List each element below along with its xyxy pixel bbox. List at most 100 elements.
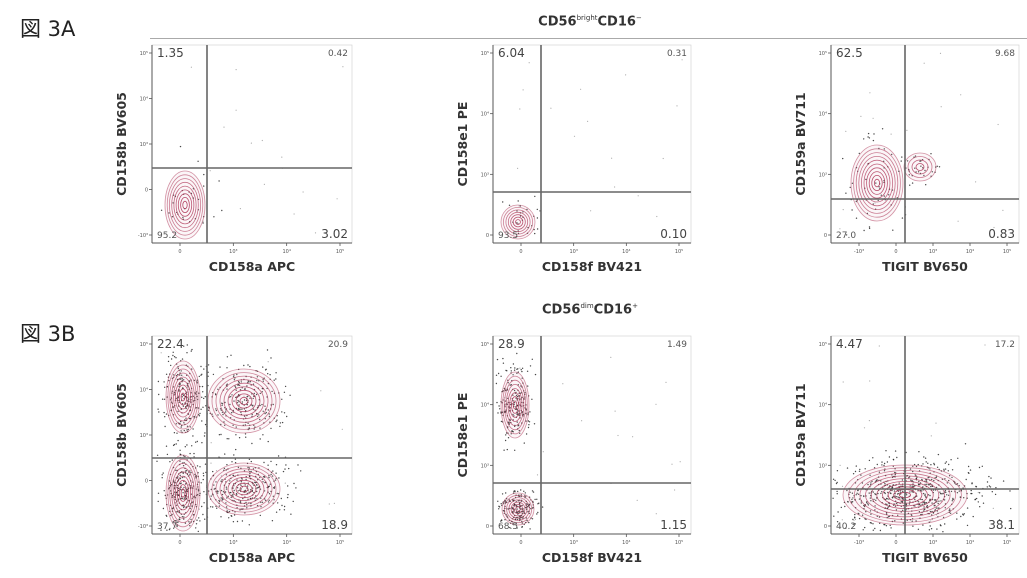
event-dot	[865, 511, 867, 513]
event-dot	[842, 157, 844, 160]
event-dot	[262, 378, 264, 380]
event-dot	[935, 507, 938, 509]
event-dot	[182, 393, 184, 396]
event-dot	[516, 210, 518, 212]
event-dot	[854, 513, 856, 516]
event-dot	[500, 503, 502, 505]
event-dot	[536, 498, 538, 500]
event-dot	[235, 389, 237, 391]
event-dot	[909, 491, 911, 493]
y-tick-label: 10⁴	[819, 112, 827, 118]
event-dot	[198, 392, 200, 394]
event-dot	[912, 491, 914, 493]
event-dot	[266, 387, 268, 390]
event-dot	[870, 522, 873, 524]
event-dot	[180, 426, 182, 428]
event-dot	[894, 505, 897, 507]
event-dot	[655, 513, 657, 515]
event-dot	[157, 380, 160, 383]
event-dot	[213, 216, 215, 218]
event-dot	[262, 380, 264, 382]
event-dot	[521, 370, 523, 373]
event-dot	[252, 383, 255, 385]
event-dot	[215, 409, 218, 412]
event-dot	[898, 482, 900, 484]
event-dot	[179, 384, 181, 386]
event-dot	[243, 470, 246, 472]
event-dot	[166, 529, 168, 531]
event-dot	[665, 381, 667, 383]
quadrant-bottom-left: 37.7	[157, 522, 177, 532]
event-dot	[182, 472, 184, 475]
y-tick-label: -10³	[138, 233, 148, 239]
event-dot	[259, 418, 261, 421]
event-dot	[979, 506, 981, 508]
event-dot	[935, 422, 937, 424]
event-dot	[981, 495, 983, 497]
event-dot	[182, 504, 184, 506]
event-dot	[905, 494, 908, 496]
event-dot	[839, 464, 841, 466]
contour-ring	[510, 501, 526, 517]
event-dot	[178, 390, 180, 392]
event-dot	[230, 496, 232, 499]
event-dot	[897, 514, 899, 516]
event-dot	[894, 450, 897, 452]
event-dot	[238, 401, 240, 403]
event-dot	[883, 195, 885, 197]
event-dot	[997, 123, 999, 126]
event-dot	[867, 136, 869, 138]
event-dot	[527, 426, 530, 429]
event-dot	[235, 386, 237, 389]
event-dot	[218, 434, 221, 436]
event-dot	[516, 372, 518, 374]
event-dot	[975, 181, 977, 183]
event-dot	[918, 451, 920, 453]
event-dot	[259, 392, 261, 395]
event-dot	[200, 408, 202, 410]
event-dot	[522, 211, 524, 213]
event-dot	[276, 492, 278, 495]
contour-ring	[504, 379, 526, 431]
event-dot	[876, 463, 878, 466]
event-dot	[995, 487, 997, 489]
event-dot	[934, 499, 936, 501]
event-dot	[271, 390, 273, 393]
event-dot	[937, 502, 939, 505]
event-dot	[268, 415, 271, 418]
contour-ring	[874, 178, 881, 188]
event-dot	[163, 411, 165, 414]
contour-ring	[169, 462, 197, 523]
event-dot	[224, 453, 226, 455]
event-dot	[920, 498, 922, 501]
event-dot	[962, 513, 964, 515]
event-dot	[892, 229, 894, 231]
event-dot	[250, 460, 252, 463]
event-dot	[909, 468, 912, 470]
event-dot	[883, 462, 886, 465]
event-dot	[192, 428, 194, 430]
event-dot	[933, 462, 935, 465]
event-dot	[281, 156, 283, 158]
event-dot	[197, 530, 199, 533]
event-dot	[517, 368, 519, 370]
event-dot	[860, 474, 862, 476]
event-dot	[517, 500, 519, 502]
event-dot	[942, 493, 944, 495]
quadrant-top-right: 17.2	[995, 340, 1015, 350]
event-dot	[229, 480, 231, 482]
event-dot	[988, 475, 990, 478]
event-dot	[863, 229, 865, 232]
event-dot	[181, 396, 183, 398]
event-dot	[249, 365, 251, 368]
event-dot	[203, 397, 205, 400]
event-dot	[932, 512, 935, 514]
event-dot	[858, 513, 860, 515]
event-dot	[939, 52, 942, 55]
event-dot	[249, 381, 252, 383]
event-dot	[238, 404, 240, 406]
event-dot	[914, 155, 917, 157]
event-dot	[251, 415, 253, 418]
event-dot	[275, 372, 277, 374]
event-dot	[520, 495, 522, 498]
